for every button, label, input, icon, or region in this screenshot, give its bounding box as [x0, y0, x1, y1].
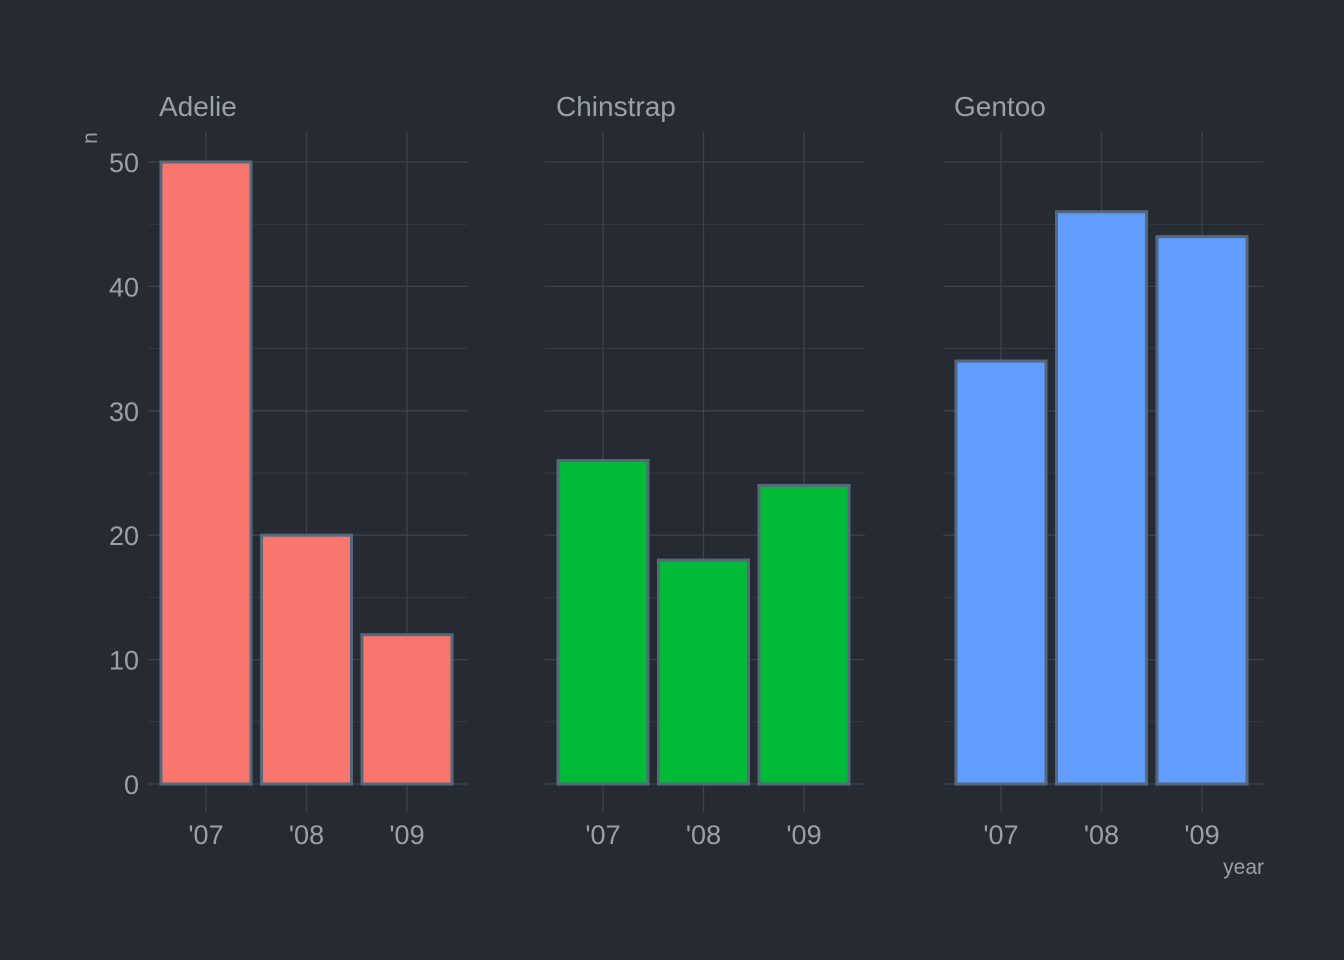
bar-adelie-0 — [159, 160, 253, 786]
y-tick-label: 30 — [109, 397, 139, 427]
bar-adelie-2 — [360, 633, 454, 786]
y-tick-label: 10 — [109, 646, 139, 676]
x-tick-label: '08 — [1084, 820, 1119, 850]
facet-title: Adelie — [159, 91, 237, 122]
x-tick-label: '07 — [188, 820, 223, 850]
y-axis-title: n — [79, 132, 102, 144]
y-tick-label: 0 — [124, 770, 139, 800]
facet-panel-adelie: '07 '08 '09 Adelie 0 10 20 30 40 50 — [109, 91, 468, 850]
x-tick-label: '07 — [983, 820, 1018, 850]
facet-panel-gentoo: '07 '08 '09 Gentoo — [943, 91, 1263, 850]
bar-chinstrap-2 — [757, 483, 851, 786]
bar-gentoo-1 — [1055, 210, 1148, 786]
y-tick-label: 20 — [109, 521, 139, 551]
x-tick-label: '09 — [786, 820, 821, 850]
y-tick-label: 50 — [109, 148, 139, 178]
facet-panel-chinstrap: '07 '08 '09 Chinstrap — [545, 91, 865, 850]
bar-chinstrap-1 — [657, 558, 750, 786]
bar-gentoo-2 — [1155, 235, 1249, 786]
bar-gentoo-0 — [954, 359, 1048, 786]
x-tick-label: '08 — [289, 820, 324, 850]
x-axis-title: year — [1223, 856, 1264, 879]
facet-title: Gentoo — [954, 91, 1046, 122]
facet-title: Chinstrap — [556, 91, 676, 122]
x-tick-label: '07 — [585, 820, 620, 850]
x-tick-label: '09 — [389, 820, 424, 850]
bar-adelie-1 — [260, 533, 353, 786]
bar-chinstrap-0 — [556, 459, 650, 786]
x-tick-label: '08 — [686, 820, 721, 850]
y-tick-label: 40 — [109, 272, 139, 302]
x-tick-label: '09 — [1184, 820, 1219, 850]
